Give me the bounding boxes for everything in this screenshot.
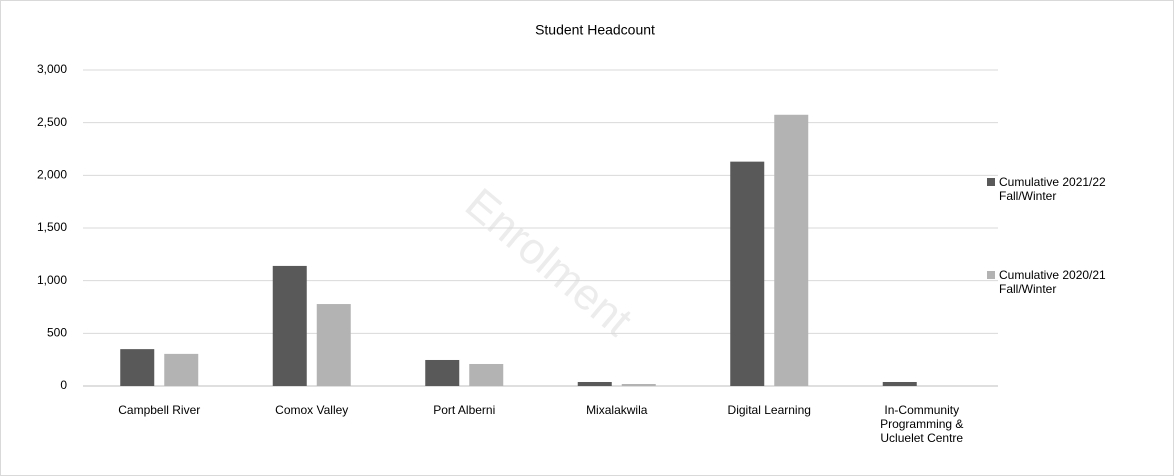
x-tick-label: Digital Learning — [727, 403, 811, 417]
bar — [164, 353, 199, 386]
legend-label: Cumulative 2020/21 Fall/Winter — [999, 268, 1106, 296]
y-tick-label: 3,000 — [37, 62, 67, 76]
bar — [577, 381, 612, 386]
x-tick-label: Comox Valley — [275, 403, 349, 417]
y-tick-label: 1,000 — [37, 273, 67, 287]
y-tick-label: 0 — [60, 378, 67, 392]
chart-title: Student Headcount — [535, 22, 655, 38]
bar — [425, 359, 460, 386]
y-tick-label: 1,500 — [37, 220, 67, 234]
bar — [120, 349, 155, 386]
x-tick-label: Campbell River — [118, 403, 201, 417]
bar — [621, 383, 656, 386]
x-tick-label: In-Community Programming & Ucluelet Cent… — [880, 403, 964, 445]
y-tick-label: 2,500 — [37, 115, 67, 129]
bar — [882, 381, 917, 386]
y-tick-label: 500 — [47, 326, 67, 340]
y-tick-label: 2,000 — [37, 168, 67, 182]
legend-swatch — [987, 178, 995, 186]
bar — [469, 363, 504, 386]
bar — [774, 114, 809, 387]
x-tick-label: Port Alberni — [433, 403, 496, 417]
bar — [272, 265, 307, 386]
legend-label: Cumulative 2021/22 Fall/Winter — [999, 175, 1106, 203]
bar — [730, 161, 765, 386]
legend-swatch — [987, 271, 995, 279]
bar — [316, 304, 351, 386]
x-tick-label: Mixalakwila — [586, 403, 648, 417]
